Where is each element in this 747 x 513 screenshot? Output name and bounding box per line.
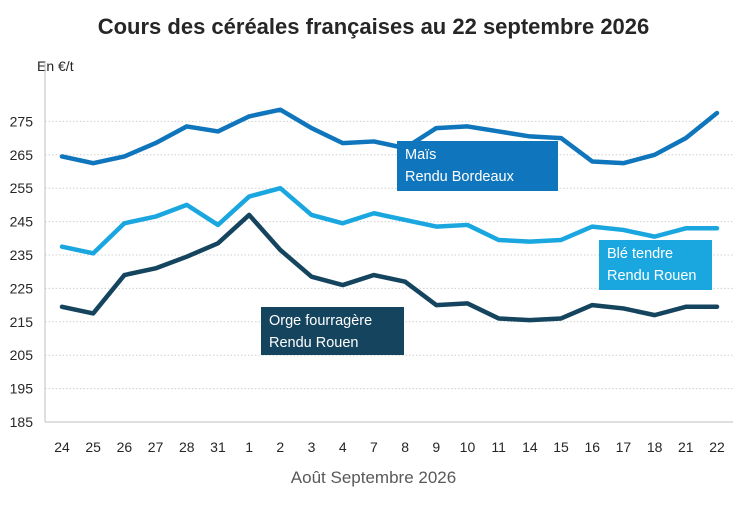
x-tick-label: 11	[491, 439, 506, 455]
series-line-2	[59, 212, 720, 323]
x-tick-label: 2	[276, 439, 284, 455]
x-tick-label: 22	[709, 439, 725, 455]
x-tick-label: 17	[616, 439, 632, 455]
series-label-box	[397, 141, 558, 191]
y-tick-label: 245	[10, 214, 34, 230]
series-label-text: Rendu Bordeaux	[405, 169, 515, 185]
series-line-1	[59, 185, 720, 256]
series-label-0: Maïs Rendu Bordeaux	[397, 141, 558, 191]
series-line-0	[59, 107, 720, 166]
y-tick-label: 235	[10, 247, 34, 263]
chart-title: Cours des céréales françaises au 22 sept…	[97, 14, 650, 39]
x-tick-label: 21	[678, 439, 694, 455]
y-tick-label: 265	[10, 147, 34, 163]
x-tick-label: 10	[460, 439, 476, 455]
y-tick-label: 205	[10, 347, 34, 363]
series-label-box	[261, 307, 404, 355]
x-tick-label: 7	[370, 439, 378, 455]
x-tick-label: 14	[522, 439, 538, 455]
x-tick-label: 16	[584, 439, 600, 455]
x-tick-label: 31	[210, 439, 226, 455]
series-label-1: Blé tendre Rendu Rouen	[599, 240, 712, 290]
y-tick-label: 275	[10, 113, 34, 129]
x-tick-label: 25	[85, 439, 101, 455]
x-tick-label: 3	[308, 439, 316, 455]
y-tick-label: 185	[10, 414, 34, 430]
series-label-2: Orge fourragère Rendu Rouen	[261, 307, 404, 355]
y-tick-label: 255	[10, 180, 34, 196]
x-tick-label: 8	[401, 439, 409, 455]
x-axis-title: Août Septembre 2026	[290, 468, 457, 487]
x-tick-label: 4	[339, 439, 347, 455]
series-label-text: Orge fourragère	[269, 313, 372, 329]
series-label-text: Rendu Rouen	[269, 335, 359, 351]
series-label-box	[599, 240, 712, 290]
x-tick-label: 15	[553, 439, 569, 455]
series-label-text: Maïs	[405, 147, 436, 163]
x-tick-label: 28	[179, 439, 195, 455]
series-label-text: Blé tendre	[607, 246, 673, 262]
x-tick-label: 26	[117, 439, 133, 455]
x-tick-label: 27	[148, 439, 164, 455]
series-label-text: Rendu Rouen	[607, 268, 697, 284]
y-tick-label: 225	[10, 280, 34, 296]
x-tick-label: 24	[54, 439, 70, 455]
y-axis-unit-label: En €/t	[37, 58, 74, 74]
x-tick-label: 18	[647, 439, 663, 455]
y-tick-label: 195	[10, 381, 34, 397]
x-tick-label: 1	[245, 439, 253, 455]
y-tick-label: 215	[10, 314, 34, 330]
x-tick-label: 9	[432, 439, 440, 455]
